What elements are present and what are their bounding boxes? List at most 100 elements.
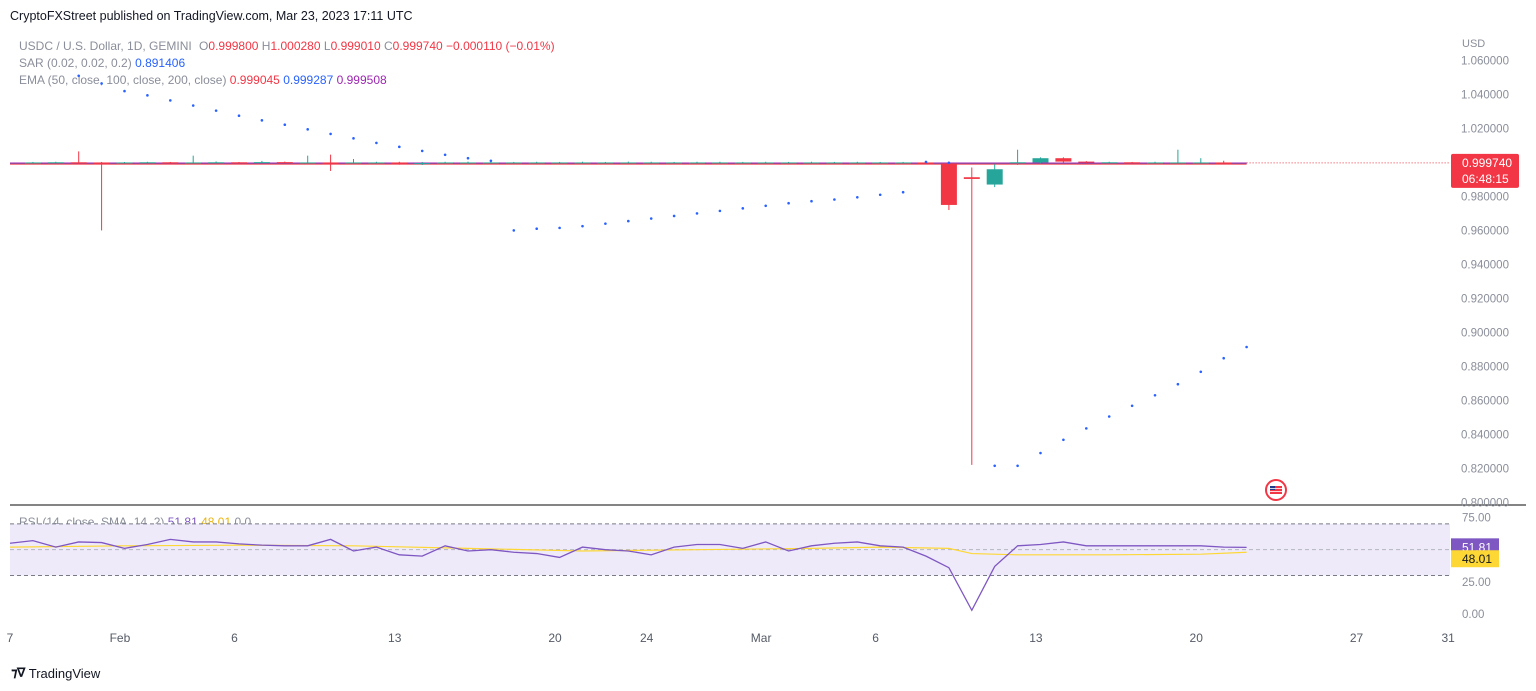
last-price-badge[interactable]: 0.999740 06:48:15 <box>1451 153 1519 188</box>
candle[interactable] <box>666 161 683 164</box>
sar-dot <box>1130 404 1134 408</box>
candle[interactable] <box>803 161 820 164</box>
candle[interactable] <box>276 161 293 164</box>
candle-body <box>505 162 522 164</box>
rsi-tick-label: 0.00 <box>1462 609 1484 621</box>
price-tick-label: 0.900000 <box>1461 327 1509 339</box>
candle[interactable] <box>208 161 225 164</box>
candle[interactable] <box>963 167 980 465</box>
brand[interactable]: ⁊∇ TradingView <box>11 665 100 681</box>
candle[interactable] <box>116 161 133 164</box>
legend-symbol-row: USDC / U.S. Dollar, 1D, GEMINI O0.999800… <box>19 39 555 53</box>
rsi-extra-2: 0 <box>244 515 252 529</box>
sar-dot <box>352 137 355 140</box>
last-price-value: 0.999740 <box>1462 156 1512 170</box>
time-tick-label: 6 <box>231 631 238 645</box>
candle-body <box>1009 162 1026 164</box>
candle-body <box>185 162 202 164</box>
candle-body <box>276 162 293 164</box>
candle-body <box>528 162 545 164</box>
candle[interactable] <box>1009 149 1026 166</box>
candle[interactable] <box>505 161 522 164</box>
candle[interactable] <box>231 161 247 164</box>
candle[interactable] <box>1192 158 1209 164</box>
sar-dot <box>856 195 859 199</box>
candle[interactable] <box>528 161 545 164</box>
candle[interactable] <box>368 161 385 164</box>
sar-dot <box>329 132 332 136</box>
candle[interactable] <box>299 155 316 164</box>
candle[interactable] <box>93 161 110 231</box>
candle[interactable] <box>734 161 751 164</box>
candle[interactable] <box>1169 149 1186 164</box>
candle[interactable] <box>391 161 408 165</box>
rsi-sma-badge[interactable]: 48.01 <box>1451 550 1499 568</box>
close-label: C <box>383 39 393 53</box>
price-tick-label: 0.860000 <box>1461 395 1509 407</box>
candle[interactable] <box>1124 161 1141 164</box>
bar-countdown: 06:48:15 <box>1462 172 1509 186</box>
candle-body <box>711 162 728 164</box>
candle[interactable] <box>780 161 797 164</box>
candle[interactable] <box>711 161 728 164</box>
candle[interactable] <box>185 155 202 164</box>
candle[interactable] <box>460 161 476 165</box>
candle[interactable] <box>1055 157 1072 164</box>
candle[interactable] <box>139 161 156 164</box>
candle[interactable] <box>162 161 179 164</box>
legend-sar-row[interactable]: SAR (0.02, 0.02, 0.2) 0.891406 <box>19 56 185 70</box>
candle[interactable] <box>826 161 843 164</box>
candle-body <box>93 162 110 164</box>
candle-body <box>1147 162 1163 164</box>
candle[interactable] <box>872 161 889 164</box>
time-tick-label: 6 <box>872 631 879 645</box>
sar-dot <box>1039 451 1042 455</box>
candle-body <box>1169 162 1186 164</box>
candle[interactable] <box>689 161 705 164</box>
candle[interactable] <box>345 159 362 164</box>
candle[interactable] <box>1215 160 1232 164</box>
candle[interactable] <box>849 161 866 164</box>
sar-dot <box>764 204 767 208</box>
candle[interactable] <box>1101 161 1118 164</box>
candle-body <box>482 162 499 164</box>
candle[interactable] <box>322 154 339 171</box>
candle-body <box>231 162 247 164</box>
candle[interactable] <box>757 161 774 164</box>
candle-body <box>643 162 660 164</box>
candle[interactable] <box>551 161 568 164</box>
candle[interactable] <box>24 161 41 164</box>
candle[interactable] <box>1032 157 1049 164</box>
candle[interactable] <box>437 161 454 164</box>
candle[interactable] <box>1147 161 1163 164</box>
candle[interactable] <box>253 160 270 164</box>
candle[interactable] <box>47 161 64 164</box>
candle[interactable] <box>940 161 957 211</box>
candle[interactable] <box>895 161 912 164</box>
candle[interactable] <box>620 161 637 164</box>
sar-dot <box>672 214 676 218</box>
candle[interactable] <box>597 161 614 164</box>
candle[interactable] <box>70 151 87 164</box>
candle[interactable] <box>574 161 591 164</box>
sar-dot <box>558 226 561 230</box>
symbol-description[interactable]: USDC / U.S. Dollar, 1D, GEMINI <box>19 39 192 53</box>
sar-dot <box>1153 393 1157 397</box>
candle-body <box>299 162 316 164</box>
rsi-sma-badge-value: 48.01 <box>1462 552 1492 566</box>
candle[interactable] <box>643 161 660 164</box>
rsi-line[interactable] <box>9 538 1247 612</box>
sar-dot <box>1199 370 1203 374</box>
event-marker[interactable] <box>1265 479 1287 501</box>
candle-body <box>1192 162 1209 164</box>
candle-body <box>162 162 179 164</box>
candle[interactable] <box>414 161 431 166</box>
sar-dot <box>1016 464 1019 468</box>
candle[interactable] <box>986 164 1003 188</box>
candle-body <box>139 162 156 164</box>
candle[interactable] <box>1078 161 1095 164</box>
last-price-badge-bg <box>1451 153 1519 188</box>
legend-ema-row[interactable]: EMA (50, close, 100, close, 200, close) … <box>19 73 387 87</box>
candle-body <box>986 169 1003 185</box>
